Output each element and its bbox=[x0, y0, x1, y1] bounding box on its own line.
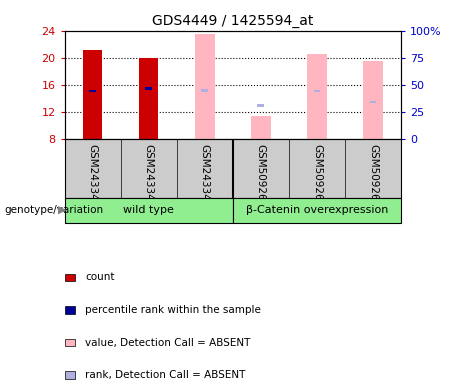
Bar bbox=[258, 104, 264, 107]
Bar bbox=[251, 116, 271, 139]
Text: genotype/variation: genotype/variation bbox=[5, 205, 104, 215]
Bar bbox=[370, 101, 376, 103]
Bar bbox=[201, 89, 208, 92]
Bar bbox=[363, 61, 383, 139]
Text: wild type: wild type bbox=[123, 205, 174, 215]
Bar bbox=[145, 87, 152, 89]
Bar bbox=[313, 90, 320, 92]
Bar bbox=[83, 50, 102, 139]
Title: GDS4449 / 1425594_at: GDS4449 / 1425594_at bbox=[152, 14, 313, 28]
Bar bbox=[65, 197, 233, 223]
Text: rank, Detection Call = ABSENT: rank, Detection Call = ABSENT bbox=[85, 370, 246, 380]
Text: GSM509262: GSM509262 bbox=[368, 144, 378, 207]
Bar bbox=[195, 34, 214, 139]
Bar bbox=[307, 55, 327, 139]
Text: GSM509260: GSM509260 bbox=[256, 144, 266, 207]
Text: GSM509261: GSM509261 bbox=[312, 144, 322, 207]
Bar bbox=[89, 90, 96, 92]
Text: ▶: ▶ bbox=[58, 205, 66, 215]
Bar bbox=[233, 197, 401, 223]
Text: value, Detection Call = ABSENT: value, Detection Call = ABSENT bbox=[85, 338, 251, 348]
Text: β-Catenin overexpression: β-Catenin overexpression bbox=[246, 205, 388, 215]
Text: percentile rank within the sample: percentile rank within the sample bbox=[85, 305, 261, 315]
Text: GSM243346: GSM243346 bbox=[88, 144, 98, 207]
Text: GSM243347: GSM243347 bbox=[144, 144, 154, 207]
Bar bbox=[139, 58, 159, 139]
Text: count: count bbox=[85, 272, 115, 282]
Text: GSM243348: GSM243348 bbox=[200, 144, 210, 207]
